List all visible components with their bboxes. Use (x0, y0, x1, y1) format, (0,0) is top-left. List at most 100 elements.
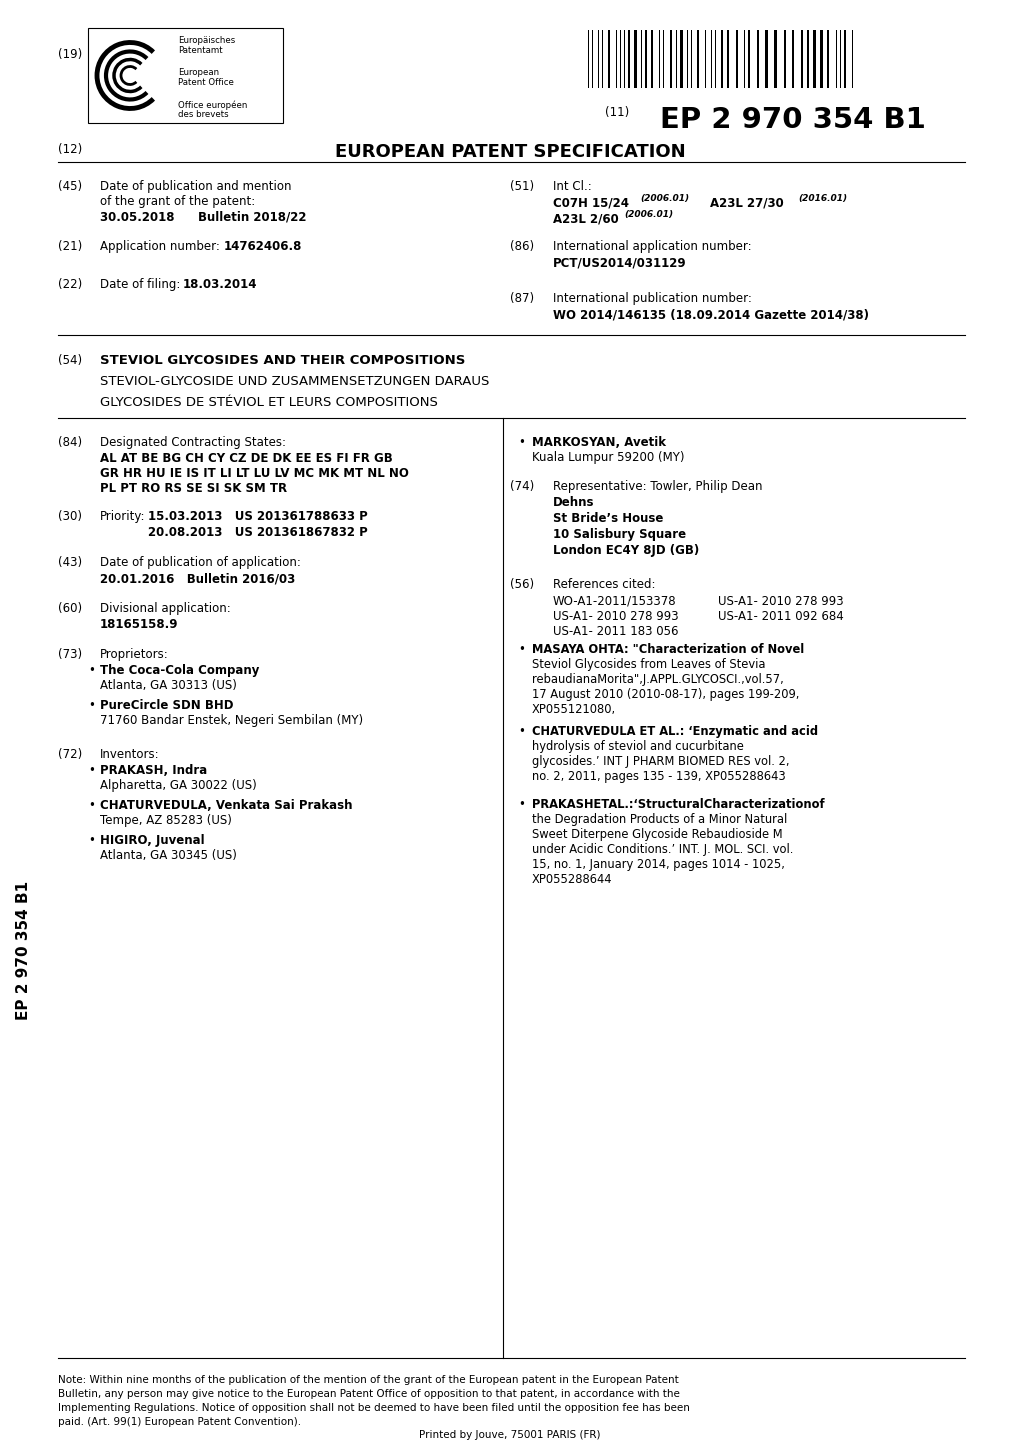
Text: paid. (Art. 99(1) European Patent Convention).: paid. (Art. 99(1) European Patent Conven… (58, 1417, 301, 1428)
Text: WO-A1-2011/153378: WO-A1-2011/153378 (552, 596, 676, 609)
Text: STEVIOL GLYCOSIDES AND THEIR COMPOSITIONS: STEVIOL GLYCOSIDES AND THEIR COMPOSITION… (100, 353, 465, 368)
Bar (634, 30, 637, 88)
Text: the Degradation Products of a Minor Natural: the Degradation Products of a Minor Natu… (532, 813, 787, 826)
Bar (720, 30, 722, 88)
Text: Priority:: Priority: (100, 510, 146, 523)
Text: Date of filing:: Date of filing: (100, 278, 184, 291)
Bar (736, 30, 738, 88)
Text: CHATURVEDULA ET AL.: ‘Enzymatic and acid: CHATURVEDULA ET AL.: ‘Enzymatic and acid (532, 725, 817, 738)
Text: 15.03.2013   US 201361788633 P: 15.03.2013 US 201361788633 P (148, 510, 368, 523)
Text: PRAKASH, Indra: PRAKASH, Indra (100, 764, 207, 777)
Text: 17 August 2010 (2010-08-17), pages 199-209,: 17 August 2010 (2010-08-17), pages 199-2… (532, 688, 799, 701)
Text: Inventors:: Inventors: (100, 748, 159, 761)
Bar (843, 30, 845, 88)
Bar (727, 30, 729, 88)
Bar (791, 30, 793, 88)
Text: PL PT RO RS SE SI SK SM TR: PL PT RO RS SE SI SK SM TR (100, 482, 286, 495)
Text: 14762406.8: 14762406.8 (224, 239, 302, 252)
Text: 30.05.2018  Bulletin 2018/22: 30.05.2018 Bulletin 2018/22 (100, 211, 306, 224)
Bar (88, 27, 282, 123)
Text: 20.01.2016   Bulletin 2016/03: 20.01.2016 Bulletin 2016/03 (100, 572, 294, 585)
Text: glycosides.’ INT J PHARM BIOMED RES vol. 2,: glycosides.’ INT J PHARM BIOMED RES vol.… (532, 756, 789, 769)
Bar (800, 30, 802, 88)
Text: US-A1- 2011 092 684: US-A1- 2011 092 684 (717, 610, 843, 623)
Text: •: • (88, 663, 95, 676)
Text: •: • (88, 833, 95, 846)
Text: •: • (88, 764, 95, 777)
Text: •: • (88, 699, 95, 712)
Bar (747, 30, 749, 88)
Text: Dehns: Dehns (552, 496, 594, 509)
Text: PureCircle SDN BHD: PureCircle SDN BHD (100, 699, 233, 712)
Text: PRAKASHETAL.:‘StructuralCharacterizationof: PRAKASHETAL.:‘StructuralCharacterization… (532, 797, 823, 810)
Text: no. 2, 2011, pages 135 - 139, XP055288643: no. 2, 2011, pages 135 - 139, XP05528864… (532, 770, 785, 783)
Text: MARKOSYAN, Avetik: MARKOSYAN, Avetik (532, 435, 665, 448)
Bar (644, 30, 646, 88)
Text: 20.08.2013   US 201361867832 P: 20.08.2013 US 201361867832 P (148, 526, 368, 539)
Text: Alpharetta, GA 30022 (US): Alpharetta, GA 30022 (US) (100, 779, 257, 792)
Text: 18.03.2014: 18.03.2014 (182, 278, 257, 291)
Bar (812, 30, 815, 88)
Text: (43): (43) (58, 557, 83, 570)
Text: London EC4Y 8JD (GB): London EC4Y 8JD (GB) (552, 544, 699, 557)
Text: Int Cl.:: Int Cl.: (552, 180, 591, 193)
Bar (764, 30, 767, 88)
Text: Implementing Regulations. Notice of opposition shall not be deemed to have been : Implementing Regulations. Notice of oppo… (58, 1403, 689, 1413)
Text: XP055288644: XP055288644 (532, 872, 611, 885)
Text: (2006.01): (2006.01) (624, 211, 673, 219)
Text: (84): (84) (58, 435, 83, 448)
Bar (784, 30, 786, 88)
Text: (30): (30) (58, 510, 82, 523)
Text: (72): (72) (58, 748, 83, 761)
Text: EUROPEAN PATENT SPECIFICATION: EUROPEAN PATENT SPECIFICATION (334, 143, 685, 162)
Text: EP 2 970 354 B1: EP 2 970 354 B1 (659, 107, 925, 134)
Text: •: • (88, 799, 95, 812)
Text: (12): (12) (58, 143, 83, 156)
Text: C07H 15/24: C07H 15/24 (552, 196, 629, 209)
Text: (11): (11) (604, 107, 629, 120)
Text: (2006.01): (2006.01) (639, 195, 689, 203)
Text: European: European (178, 68, 219, 76)
Text: US-A1- 2010 278 993: US-A1- 2010 278 993 (552, 610, 678, 623)
Text: MASAYA OHTA: "Characterization of Novel: MASAYA OHTA: "Characterization of Novel (532, 643, 803, 656)
Text: (45): (45) (58, 180, 83, 193)
Text: 18165158.9: 18165158.9 (100, 619, 178, 632)
Text: (73): (73) (58, 647, 83, 660)
Text: •: • (518, 435, 525, 448)
Text: Application number:: Application number: (100, 239, 223, 252)
Text: rebaudianaMorita",J.APPL.GLYCOSCI.,vol.57,: rebaudianaMorita",J.APPL.GLYCOSCI.,vol.5… (532, 673, 783, 686)
Text: St Bride’s House: St Bride’s House (552, 512, 662, 525)
Text: Date of publication of application:: Date of publication of application: (100, 557, 301, 570)
Text: PCT/US2014/031129: PCT/US2014/031129 (552, 257, 686, 270)
Text: of the grant of the patent:: of the grant of the patent: (100, 195, 255, 208)
Text: US-A1- 2011 183 056: US-A1- 2011 183 056 (552, 624, 678, 637)
Bar (680, 30, 683, 88)
Bar (826, 30, 828, 88)
Text: Steviol Glycosides from Leaves of Stevia: Steviol Glycosides from Leaves of Stevia (532, 658, 764, 671)
Text: hydrolysis of steviol and cucurbitane: hydrolysis of steviol and cucurbitane (532, 740, 743, 753)
Text: Atlanta, GA 30345 (US): Atlanta, GA 30345 (US) (100, 849, 236, 862)
Text: under Acidic Conditions.’ INT. J. MOL. SCI. vol.: under Acidic Conditions.’ INT. J. MOL. S… (532, 844, 793, 857)
Text: (54): (54) (58, 353, 83, 368)
Text: The Coca-Cola Company: The Coca-Cola Company (100, 663, 259, 676)
Text: (19): (19) (58, 48, 83, 61)
Text: Kuala Lumpur 59200 (MY): Kuala Lumpur 59200 (MY) (532, 451, 684, 464)
Text: CHATURVEDULA, Venkata Sai Prakash: CHATURVEDULA, Venkata Sai Prakash (100, 799, 353, 812)
Text: Europäisches: Europäisches (178, 36, 235, 45)
Text: (60): (60) (58, 601, 83, 614)
Text: des brevets: des brevets (178, 110, 228, 120)
Text: A23L 2/60: A23L 2/60 (552, 212, 619, 225)
Bar (607, 30, 609, 88)
Text: Patentamt: Patentamt (178, 46, 222, 55)
Text: XP055121080,: XP055121080, (532, 704, 615, 717)
Text: 71760 Bandar Enstek, Negeri Sembilan (MY): 71760 Bandar Enstek, Negeri Sembilan (MY… (100, 714, 363, 727)
Bar (696, 30, 698, 88)
Text: Representative: Towler, Philip Dean: Representative: Towler, Philip Dean (552, 480, 762, 493)
Bar (806, 30, 808, 88)
Text: HIGIRO, Juvenal: HIGIRO, Juvenal (100, 833, 205, 846)
Bar (669, 30, 672, 88)
Text: Date of publication and mention: Date of publication and mention (100, 180, 291, 193)
Bar (819, 30, 822, 88)
Text: Patent Office: Patent Office (178, 78, 233, 87)
Text: GLYCOSIDES DE STÉVIOL ET LEURS COMPOSITIONS: GLYCOSIDES DE STÉVIOL ET LEURS COMPOSITI… (100, 397, 437, 410)
